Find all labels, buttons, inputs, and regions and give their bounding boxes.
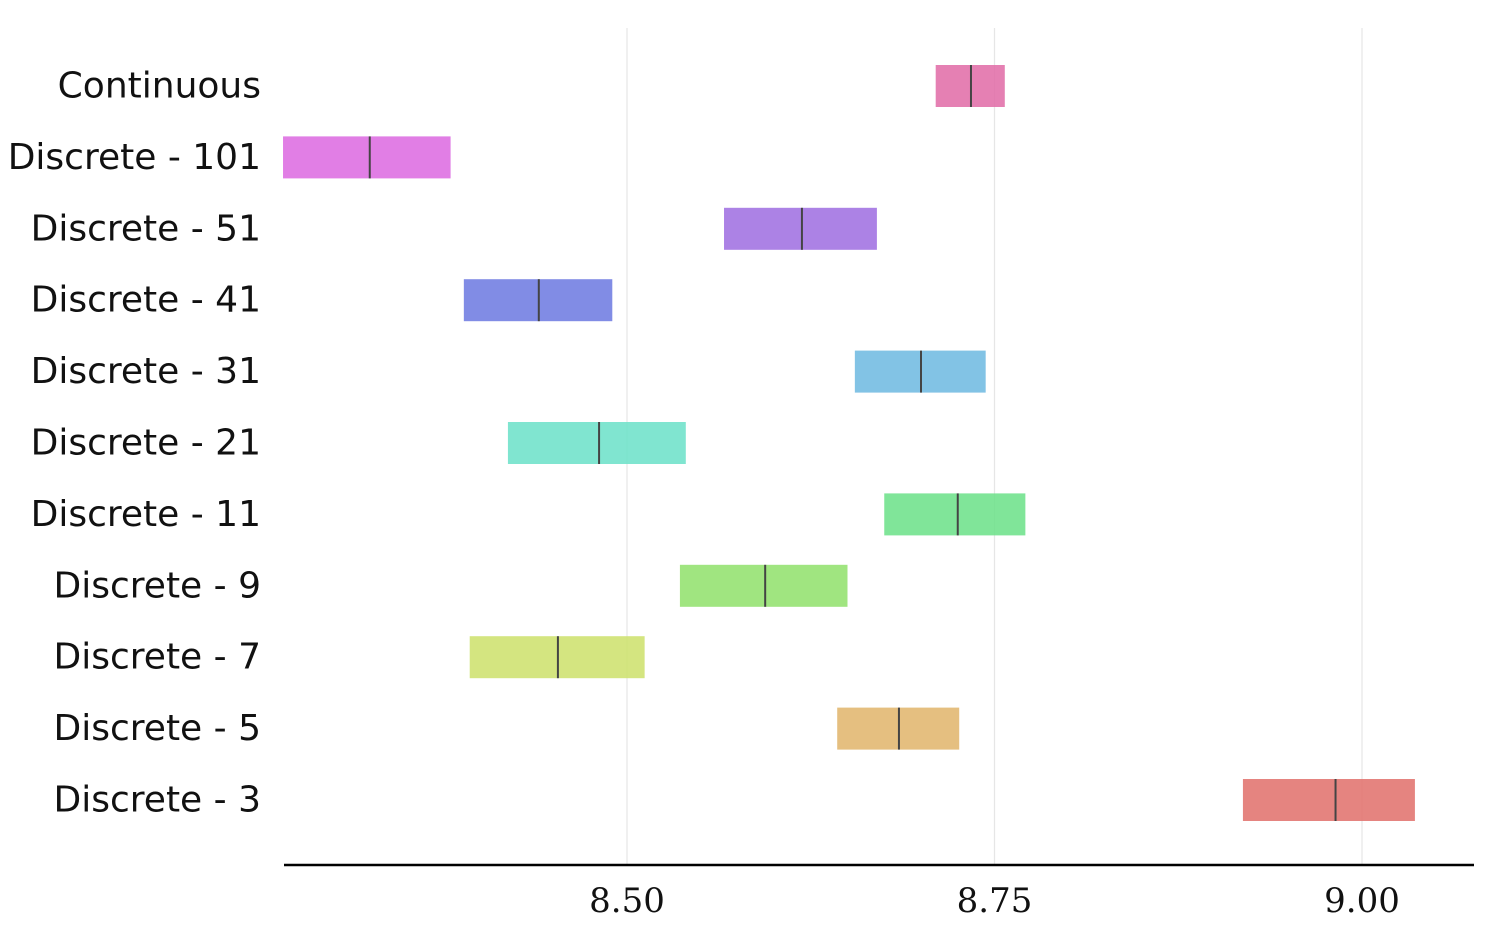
range-bar-2 — [724, 207, 877, 250]
x-tick-label-0: 8.50 — [589, 881, 665, 921]
category-label-0: Continuous — [58, 66, 261, 107]
category-labels: Continuous Discrete - 101 Discrete - 51 Dis… — [8, 66, 261, 821]
x-tick-label-1: 8.75 — [957, 881, 1033, 921]
category-label-2: Discrete - 51 — [31, 208, 261, 249]
bar-layer — [283, 65, 1415, 821]
grid-layer — [626, 28, 1363, 865]
category-label-5: Discrete - 21 — [31, 423, 261, 464]
range-bar-1 — [283, 136, 451, 179]
range-bar-6 — [884, 493, 1026, 536]
range-bar-10 — [1242, 779, 1415, 821]
category-label-9: Discrete - 5 — [54, 708, 261, 749]
category-label-1: Discrete - 101 — [8, 137, 261, 178]
range-bar-5 — [507, 422, 686, 464]
category-label-8: Discrete - 7 — [54, 637, 261, 678]
range-bar-7 — [679, 564, 848, 607]
category-label-10: Discrete - 3 — [54, 780, 261, 821]
x-tick-labels: 8.50 8.75 9.00 — [589, 881, 1400, 921]
x-tick-label-2: 9.00 — [1324, 881, 1400, 921]
category-label-4: Discrete - 31 — [31, 351, 261, 392]
category-label-7: Discrete - 9 — [54, 565, 261, 606]
category-label-3: Discrete - 41 — [31, 280, 261, 321]
category-label-6: Discrete - 11 — [31, 494, 261, 535]
